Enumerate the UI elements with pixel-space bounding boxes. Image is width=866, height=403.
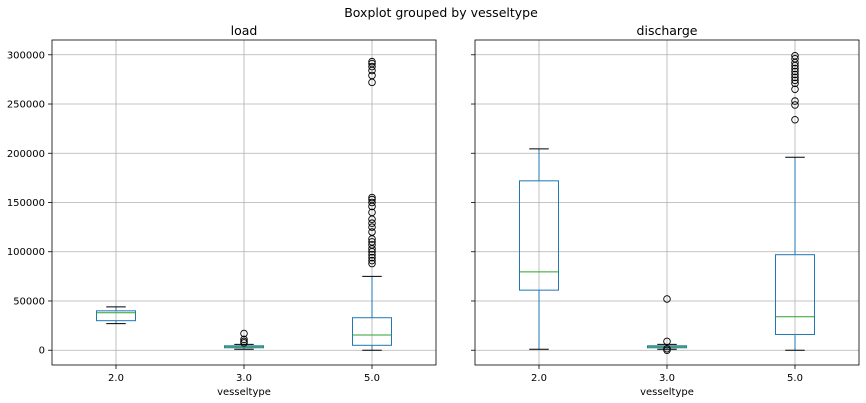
- flier-point: [791, 54, 799, 63]
- flier-point: [791, 52, 799, 60]
- box-5.0: [352, 57, 392, 351]
- flier-point: [368, 195, 376, 204]
- flier-point: [368, 250, 376, 259]
- box-iqr: [96, 310, 136, 322]
- flier-point: [368, 241, 376, 249]
- panel-discharge: 2.0 3.0 5.0 discharge vesseltype: [471, 23, 860, 398]
- axes-frame: [474, 39, 860, 366]
- y-tick-label: 200000: [7, 149, 45, 160]
- y-tick-label: 0: [39, 346, 45, 357]
- box-3.0: [224, 329, 264, 350]
- flier-point: [791, 70, 799, 79]
- panel-title: load: [231, 23, 258, 38]
- flier-point: [791, 101, 799, 109]
- x-tick-label: 2.0: [531, 373, 547, 384]
- flier-point: [368, 198, 376, 207]
- flier-point: [663, 337, 671, 346]
- flier-point: [368, 208, 376, 217]
- flier-point: [368, 238, 376, 246]
- y-tick-label: 100000: [7, 247, 45, 258]
- flier-point: [663, 295, 671, 303]
- flier-point: [240, 329, 248, 338]
- flier-point: [368, 71, 376, 80]
- flier-point: [368, 253, 376, 262]
- y-tick-label: 150000: [7, 198, 45, 209]
- box-3.0: [647, 295, 687, 354]
- box-iqr: [519, 180, 559, 291]
- x-tick-label: 5.0: [787, 373, 803, 384]
- x-tick-label: 3.0: [236, 373, 252, 384]
- y-tick-label: 50000: [13, 296, 45, 307]
- x-axis-label: vesseltype: [217, 387, 271, 398]
- box-iqr: [775, 254, 815, 335]
- x-axis-label: vesseltype: [640, 387, 694, 398]
- flier-point: [368, 219, 376, 227]
- flier-point: [368, 62, 376, 71]
- flier-point: [240, 337, 248, 346]
- panel-title: discharge: [637, 23, 698, 38]
- flier-point: [791, 76, 799, 85]
- flier-point: [791, 97, 799, 105]
- y-tick-label: 300000: [7, 50, 45, 61]
- flier-point: [663, 345, 671, 353]
- flier-point: [368, 57, 376, 66]
- x-tick-label: 2.0: [108, 373, 124, 384]
- flier-point: [791, 79, 799, 88]
- y-tick-label: 250000: [7, 100, 45, 111]
- flier-point: [240, 335, 248, 344]
- flier-point: [791, 85, 799, 93]
- x-tick-label: 3.0: [659, 373, 675, 384]
- box-iqr: [352, 317, 392, 346]
- flier-point: [791, 116, 799, 124]
- flier-point: [791, 67, 799, 76]
- flier-point: [368, 256, 376, 265]
- flier-point: [368, 59, 376, 68]
- panel-load: 0 50000 100000 150000 200000 250000 300000 2.0 3…: [7, 23, 437, 398]
- flier-point: [368, 193, 376, 202]
- figure-title: Boxplot grouped by vesseltype: [344, 5, 538, 20]
- box-2.0: [96, 306, 136, 325]
- flier-point: [368, 259, 376, 268]
- flier-point: [791, 64, 799, 73]
- flier-point: [791, 73, 799, 82]
- flier-point: [368, 223, 376, 231]
- box-2.0: [519, 148, 559, 350]
- x-tick-label: 5.0: [364, 373, 380, 384]
- axes-frame: [51, 39, 437, 366]
- flier-point: [368, 228, 376, 236]
- box-5.0: [775, 52, 815, 351]
